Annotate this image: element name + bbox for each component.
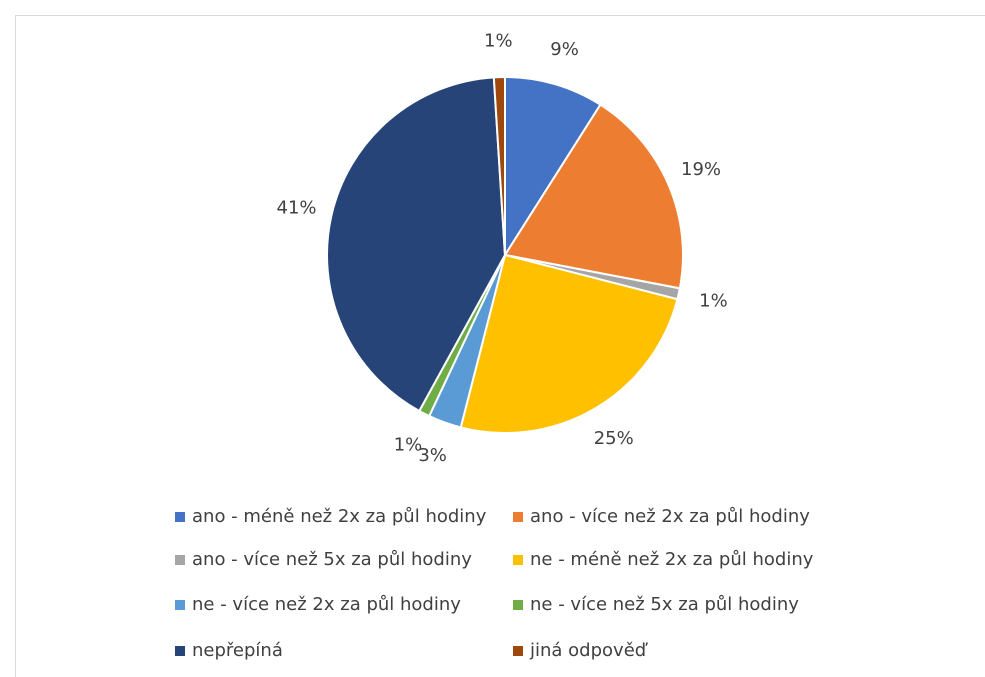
legend-swatch — [513, 600, 523, 610]
legend-swatch — [175, 600, 185, 610]
legend-swatch — [175, 512, 185, 522]
pie-slice — [326, 76, 507, 413]
legend-label: ano - více než 5x za půl hodiny — [192, 549, 472, 570]
legend-label: ne - více než 2x za půl hodiny — [192, 594, 461, 615]
legend-label: jiná odpověď — [529, 640, 649, 661]
legend-swatch — [175, 555, 185, 565]
chart-frame — [15, 15, 985, 677]
legend-label: ne - méně než 2x za půl hodiny — [530, 549, 814, 570]
data-label: 19% — [681, 159, 721, 180]
data-label: 1% — [394, 434, 423, 455]
data-label: 1% — [484, 31, 513, 52]
data-label: 41% — [277, 197, 317, 218]
legend-swatch — [513, 555, 523, 565]
legend-label: nepřepíná — [192, 640, 283, 661]
data-label: 25% — [594, 428, 634, 449]
data-label: 1% — [699, 291, 728, 312]
pie-slice — [504, 75, 602, 259]
legend-label: ano - více než 2x za půl hodiny — [530, 506, 810, 527]
legend-swatch — [513, 646, 523, 656]
data-label: 3% — [418, 445, 447, 466]
legend-swatch — [513, 512, 523, 522]
legend-label: ano - méně než 2x za půl hodiny — [192, 506, 487, 527]
legend-label: ne - více než 5x za půl hodiny — [530, 594, 799, 615]
pie-slice — [492, 75, 506, 256]
pie-slice — [459, 253, 679, 434]
data-label: 9% — [550, 39, 579, 60]
pie-slice — [503, 103, 684, 290]
legend-swatch — [175, 646, 185, 656]
